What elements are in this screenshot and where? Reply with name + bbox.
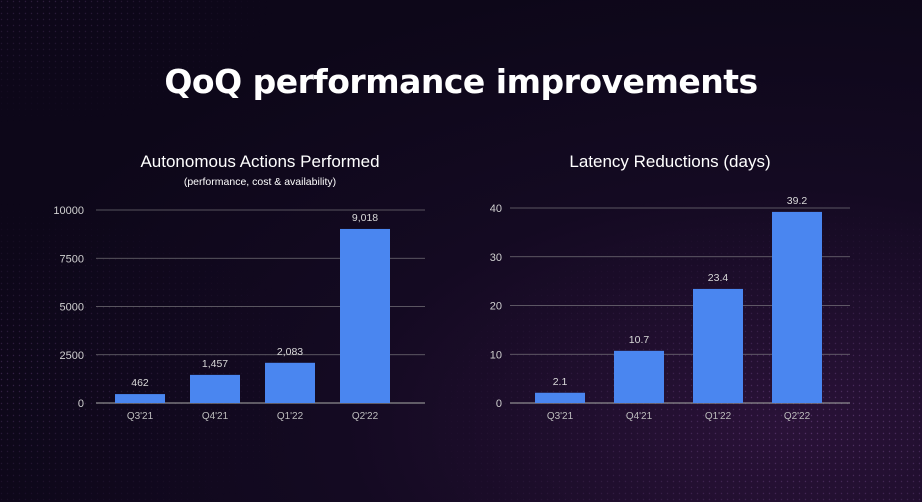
bar-Q2'22 <box>340 228 390 403</box>
bar-Q3'21 <box>115 394 165 403</box>
data-label: 10.7 <box>629 334 650 346</box>
data-label: 1,457 <box>202 358 228 370</box>
bar-Q2'22 <box>772 211 822 403</box>
chart-1-subtitle: (performance, cost & availability) <box>183 176 337 188</box>
bar-Q4'21 <box>614 350 664 403</box>
data-label: 9,018 <box>352 212 378 224</box>
y-tick-label: 10 <box>490 349 502 361</box>
data-label: 2,083 <box>277 346 303 358</box>
x-tick-label: Q4'21 <box>202 411 229 422</box>
chart-2-title: Latency Reductions (days) <box>569 152 771 171</box>
data-label: 2.1 <box>553 376 568 388</box>
bar-Q4'21 <box>190 374 240 403</box>
bar-Q1'22 <box>265 362 315 403</box>
data-label: 462 <box>131 377 149 389</box>
y-tick-label: 2500 <box>60 350 84 362</box>
x-tick-label: Q3'21 <box>127 411 154 422</box>
x-tick-label: Q3'21 <box>547 411 574 422</box>
x-tick-label: Q1'22 <box>705 411 732 422</box>
y-tick-label: 0 <box>496 398 502 410</box>
bar-Q1'22 <box>693 288 743 403</box>
y-tick-label: 30 <box>490 252 502 264</box>
y-tick-label: 10000 <box>53 205 84 217</box>
x-tick-label: Q2'22 <box>784 411 811 422</box>
bar-Q3'21 <box>535 392 585 403</box>
page-title: QoQ performance improvements <box>164 62 758 101</box>
y-tick-label: 20 <box>490 301 502 313</box>
x-tick-label: Q1'22 <box>277 411 304 422</box>
data-label: 39.2 <box>787 195 808 207</box>
y-tick-label: 5000 <box>60 302 84 314</box>
x-tick-label: Q2'22 <box>352 411 379 422</box>
chart-1-title: Autonomous Actions Performed <box>140 152 380 171</box>
y-tick-label: 0 <box>78 398 84 410</box>
y-tick-label: 7500 <box>60 253 84 265</box>
data-label: 23.4 <box>708 272 729 284</box>
y-tick-label: 40 <box>490 203 502 215</box>
x-tick-label: Q4'21 <box>626 411 653 422</box>
